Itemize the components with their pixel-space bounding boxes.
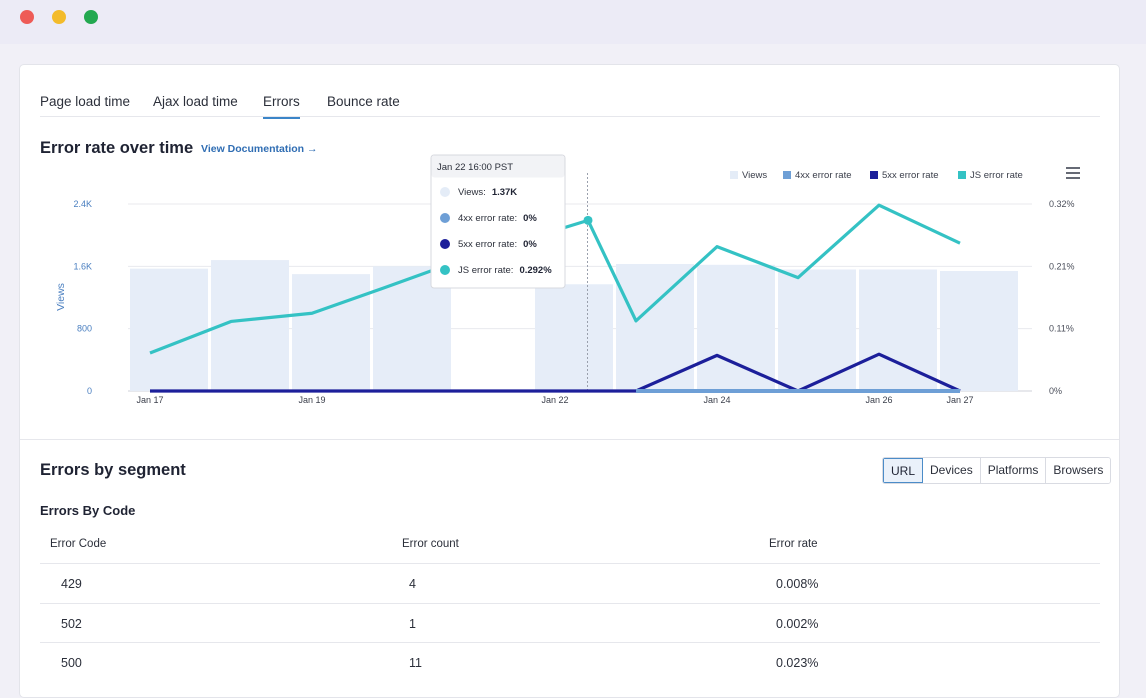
window-titlebar [0,0,1146,44]
hamburger-menu-icon[interactable] [1066,167,1080,179]
tooltip-swatch [440,213,450,223]
close-window-icon[interactable] [20,10,34,24]
chart-title: Error rate over time [40,139,194,157]
view-documentation-link[interactable]: View Documentation → [201,143,318,155]
error-count-cell: 4 [409,577,416,591]
tooltip-row-value: 0% [523,213,537,224]
metric-tabs: Page load time Ajax load time Errors Bou… [40,65,1100,119]
error-rate-cell: 0.023% [776,656,819,670]
y-left-axis-label: Views [55,283,67,311]
error-rate-cell: 0.008% [776,577,819,591]
y-right-tick-label: 0% [1049,386,1062,396]
bar-views [130,268,208,391]
error-code-cell: 500 [61,656,82,670]
column-header-error-count[interactable]: Error count [402,538,459,550]
x-tick-label: Jan 17 [136,395,163,405]
tooltip-row-label: 5xx error rate: [458,239,517,250]
tooltip-header [431,155,565,178]
maximize-window-icon[interactable] [84,10,98,24]
error-code-cell: 429 [61,577,82,591]
segment-platforms-button[interactable]: Platforms [980,458,1047,483]
error-code-cell: 502 [61,617,82,631]
tooltip-title: Jan 22 16:00 PST [437,162,513,173]
y-left-tick-label: 0 [87,386,92,396]
error-count-cell: 11 [409,656,422,670]
table-row: 500 11 0.023% [40,642,1100,681]
table-row: 429 4 0.008% [40,563,1100,602]
bar-views [697,264,775,391]
bar-views [292,274,370,391]
column-header-error-code[interactable]: Error Code [50,538,107,550]
tab-errors[interactable]: Errors [263,94,300,119]
y-left-tick-label: 2.4K [73,199,92,209]
error-rate-chart: 0 800 1.6K 2.4K 0% 0.11% 0.21% 0.32% Views Jan 17… [55,154,1075,405]
x-tick-label: Jan 22 [541,395,568,405]
legend-swatch [730,171,738,179]
column-header-error-rate[interactable]: Error rate [769,538,818,550]
segment-devices-button[interactable]: Devices [923,458,981,483]
tab-bounce-rate[interactable]: Bounce rate [327,94,400,109]
y-right-tick-label: 0.21% [1049,261,1075,271]
bar-views [940,271,1018,391]
legend-swatch [870,171,878,179]
tooltip-row-label: JS error rate: [458,265,513,276]
segment-browsers-button[interactable]: Browsers [1046,458,1111,483]
y-left-tick-label: 800 [77,324,92,334]
error-rate-cell: 0.002% [776,617,819,631]
legend-label: 4xx error rate [795,170,852,181]
tooltip-swatch [440,265,450,275]
tooltip-row-label: 4xx error rate: [458,213,517,224]
bar-views [535,284,613,391]
legend-label: 5xx error rate [882,170,939,181]
series-line-5xx [150,352,961,393]
legend-label: JS error rate [970,170,1023,181]
y-left-tick-label: 1.6K [73,261,92,271]
tooltip-row-value: 0.292% [519,265,552,276]
tooltip-row-value: 0% [523,239,537,250]
errors-by-code-title: Errors By Code [40,503,136,518]
table-row: 502 1 0.002% [40,603,1100,642]
section-divider [20,439,1119,440]
tooltip-row-label: Views: [458,187,486,198]
dashboard-panel: Page load time Ajax load time Errors Bou… [19,64,1120,698]
legend-swatch [783,171,791,179]
bar-views [778,269,856,391]
segment-url-button[interactable]: URL [883,458,924,483]
x-tick-label: Jan 27 [946,395,973,405]
hover-point [583,215,593,225]
error-count-cell: 1 [409,617,416,631]
tooltip-swatch [440,187,450,197]
legend-label: Views [742,170,767,181]
legend-swatch [958,171,966,179]
bar-views [859,269,937,391]
tooltip-row-value: 1.37K [492,187,517,198]
y-right-tick-label: 0.32% [1049,199,1075,209]
minimize-window-icon[interactable] [52,10,66,24]
tab-ajax-load-time[interactable]: Ajax load time [153,94,238,109]
segment-button-group: URL Devices Platforms Browsers [882,457,1112,484]
segment-title: Errors by segment [40,461,186,479]
y-right-tick-label: 0.11% [1049,324,1074,334]
x-tick-label: Jan 24 [703,395,730,405]
tooltip-swatch [440,239,450,249]
x-tick-label: Jan 19 [298,395,325,405]
tooltip-box [430,154,566,289]
tab-page-load-time[interactable]: Page load time [40,94,131,109]
x-tick-label: Jan 26 [865,395,892,405]
